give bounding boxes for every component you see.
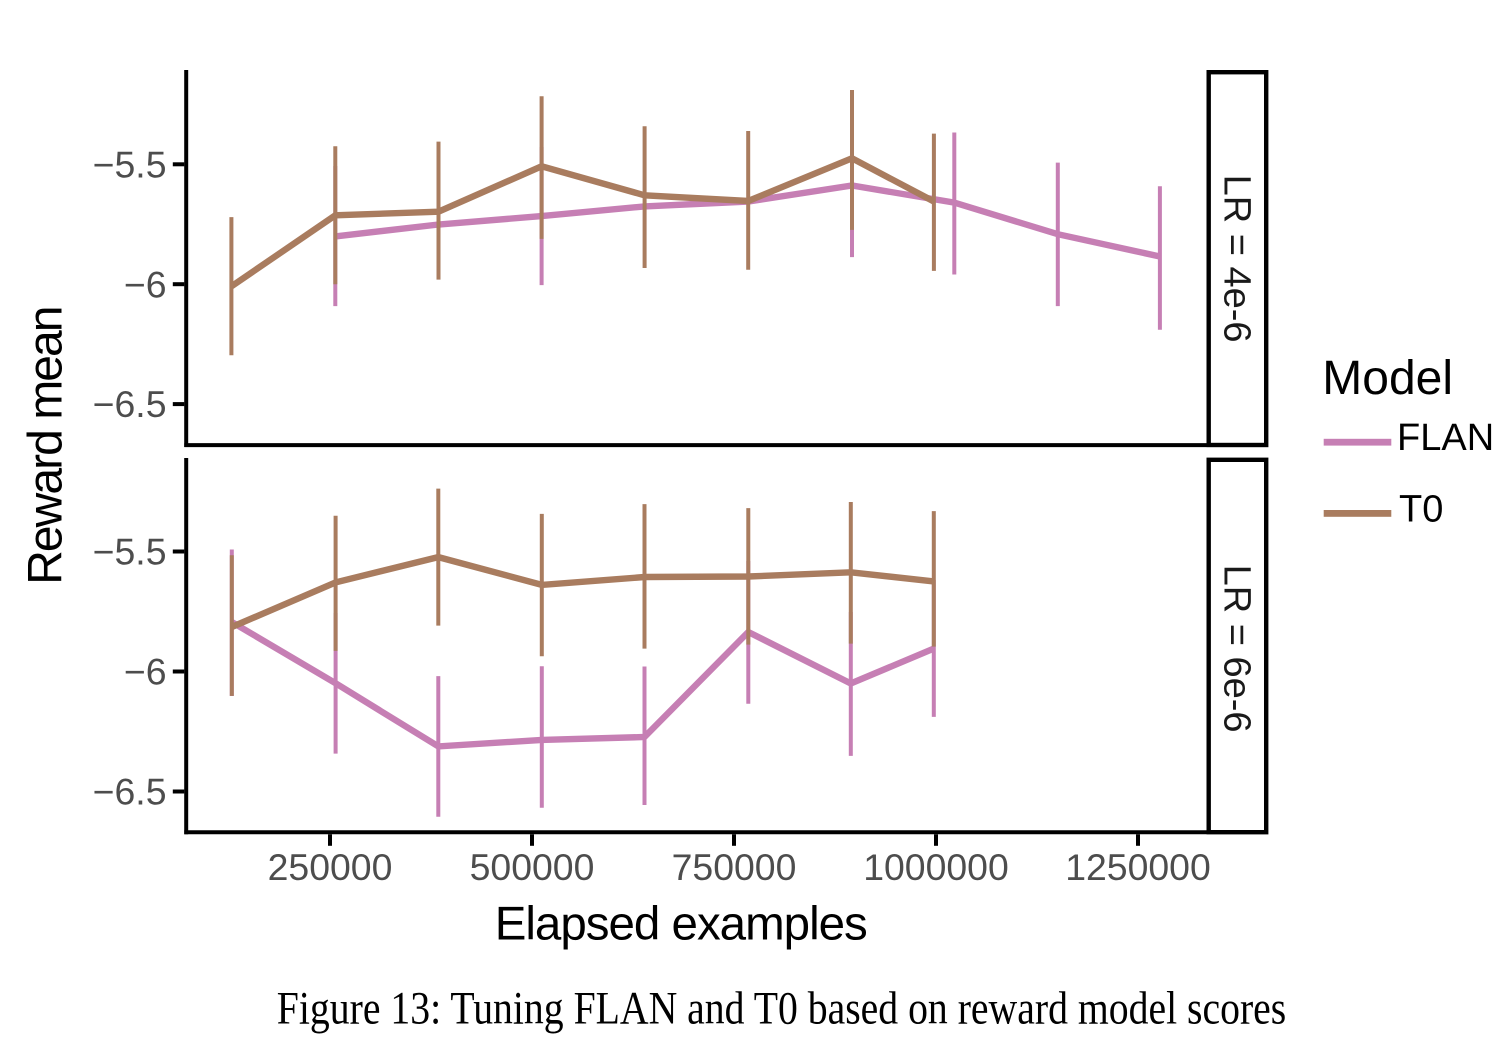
svg-text:−6: −6 — [124, 263, 167, 305]
svg-text:1250000: 1250000 — [1065, 846, 1211, 888]
svg-text:−5.5: −5.5 — [93, 531, 167, 573]
svg-text:Figure 13: Tuning FLAN and T0: Figure 13: Tuning FLAN and T0 based on r… — [277, 983, 1286, 1035]
svg-text:FLAN: FLAN — [1397, 417, 1494, 459]
svg-text:Model: Model — [1322, 352, 1453, 405]
svg-text:−6: −6 — [124, 651, 167, 693]
svg-text:750000: 750000 — [672, 846, 797, 888]
svg-text:500000: 500000 — [470, 846, 595, 888]
svg-text:Elapsed examples: Elapsed examples — [495, 898, 868, 951]
svg-text:T0: T0 — [1399, 488, 1443, 530]
svg-text:LR = 4e-6: LR = 4e-6 — [1216, 175, 1258, 343]
svg-text:250000: 250000 — [268, 846, 393, 888]
svg-text:1000000: 1000000 — [863, 846, 1009, 888]
svg-text:−6.5: −6.5 — [93, 383, 167, 425]
svg-text:Reward mean: Reward mean — [20, 306, 73, 585]
svg-text:−6.5: −6.5 — [93, 771, 167, 813]
svg-text:LR = 6e-6: LR = 6e-6 — [1216, 565, 1258, 733]
svg-text:−5.5: −5.5 — [93, 143, 167, 185]
